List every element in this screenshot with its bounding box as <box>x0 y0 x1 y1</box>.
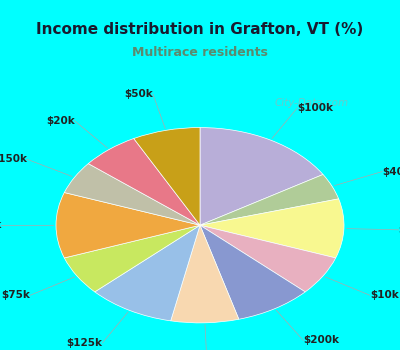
Wedge shape <box>171 225 239 323</box>
Wedge shape <box>200 199 344 258</box>
Text: > $200k: > $200k <box>0 220 1 230</box>
Text: $200k: $200k <box>303 335 339 345</box>
Text: $40k: $40k <box>382 167 400 176</box>
Wedge shape <box>200 175 339 225</box>
Wedge shape <box>200 225 305 319</box>
Text: $50k: $50k <box>124 89 153 99</box>
Text: $150k: $150k <box>0 154 27 164</box>
Text: Income distribution in Grafton, VT (%): Income distribution in Grafton, VT (%) <box>36 22 364 37</box>
Wedge shape <box>200 127 323 225</box>
Text: City-Data.com: City-Data.com <box>275 98 349 108</box>
Wedge shape <box>64 225 200 292</box>
Wedge shape <box>64 163 200 225</box>
Text: $20k: $20k <box>46 116 74 126</box>
Text: $125k: $125k <box>67 338 103 348</box>
Text: $10k: $10k <box>370 290 398 300</box>
Text: Multirace residents: Multirace residents <box>132 46 268 59</box>
Wedge shape <box>56 193 200 258</box>
Text: $100k: $100k <box>297 103 333 113</box>
Wedge shape <box>88 139 200 225</box>
Wedge shape <box>134 127 200 225</box>
Wedge shape <box>95 225 200 321</box>
Wedge shape <box>200 225 336 292</box>
Text: $75k: $75k <box>1 290 30 300</box>
Text: $30k: $30k <box>399 225 400 235</box>
